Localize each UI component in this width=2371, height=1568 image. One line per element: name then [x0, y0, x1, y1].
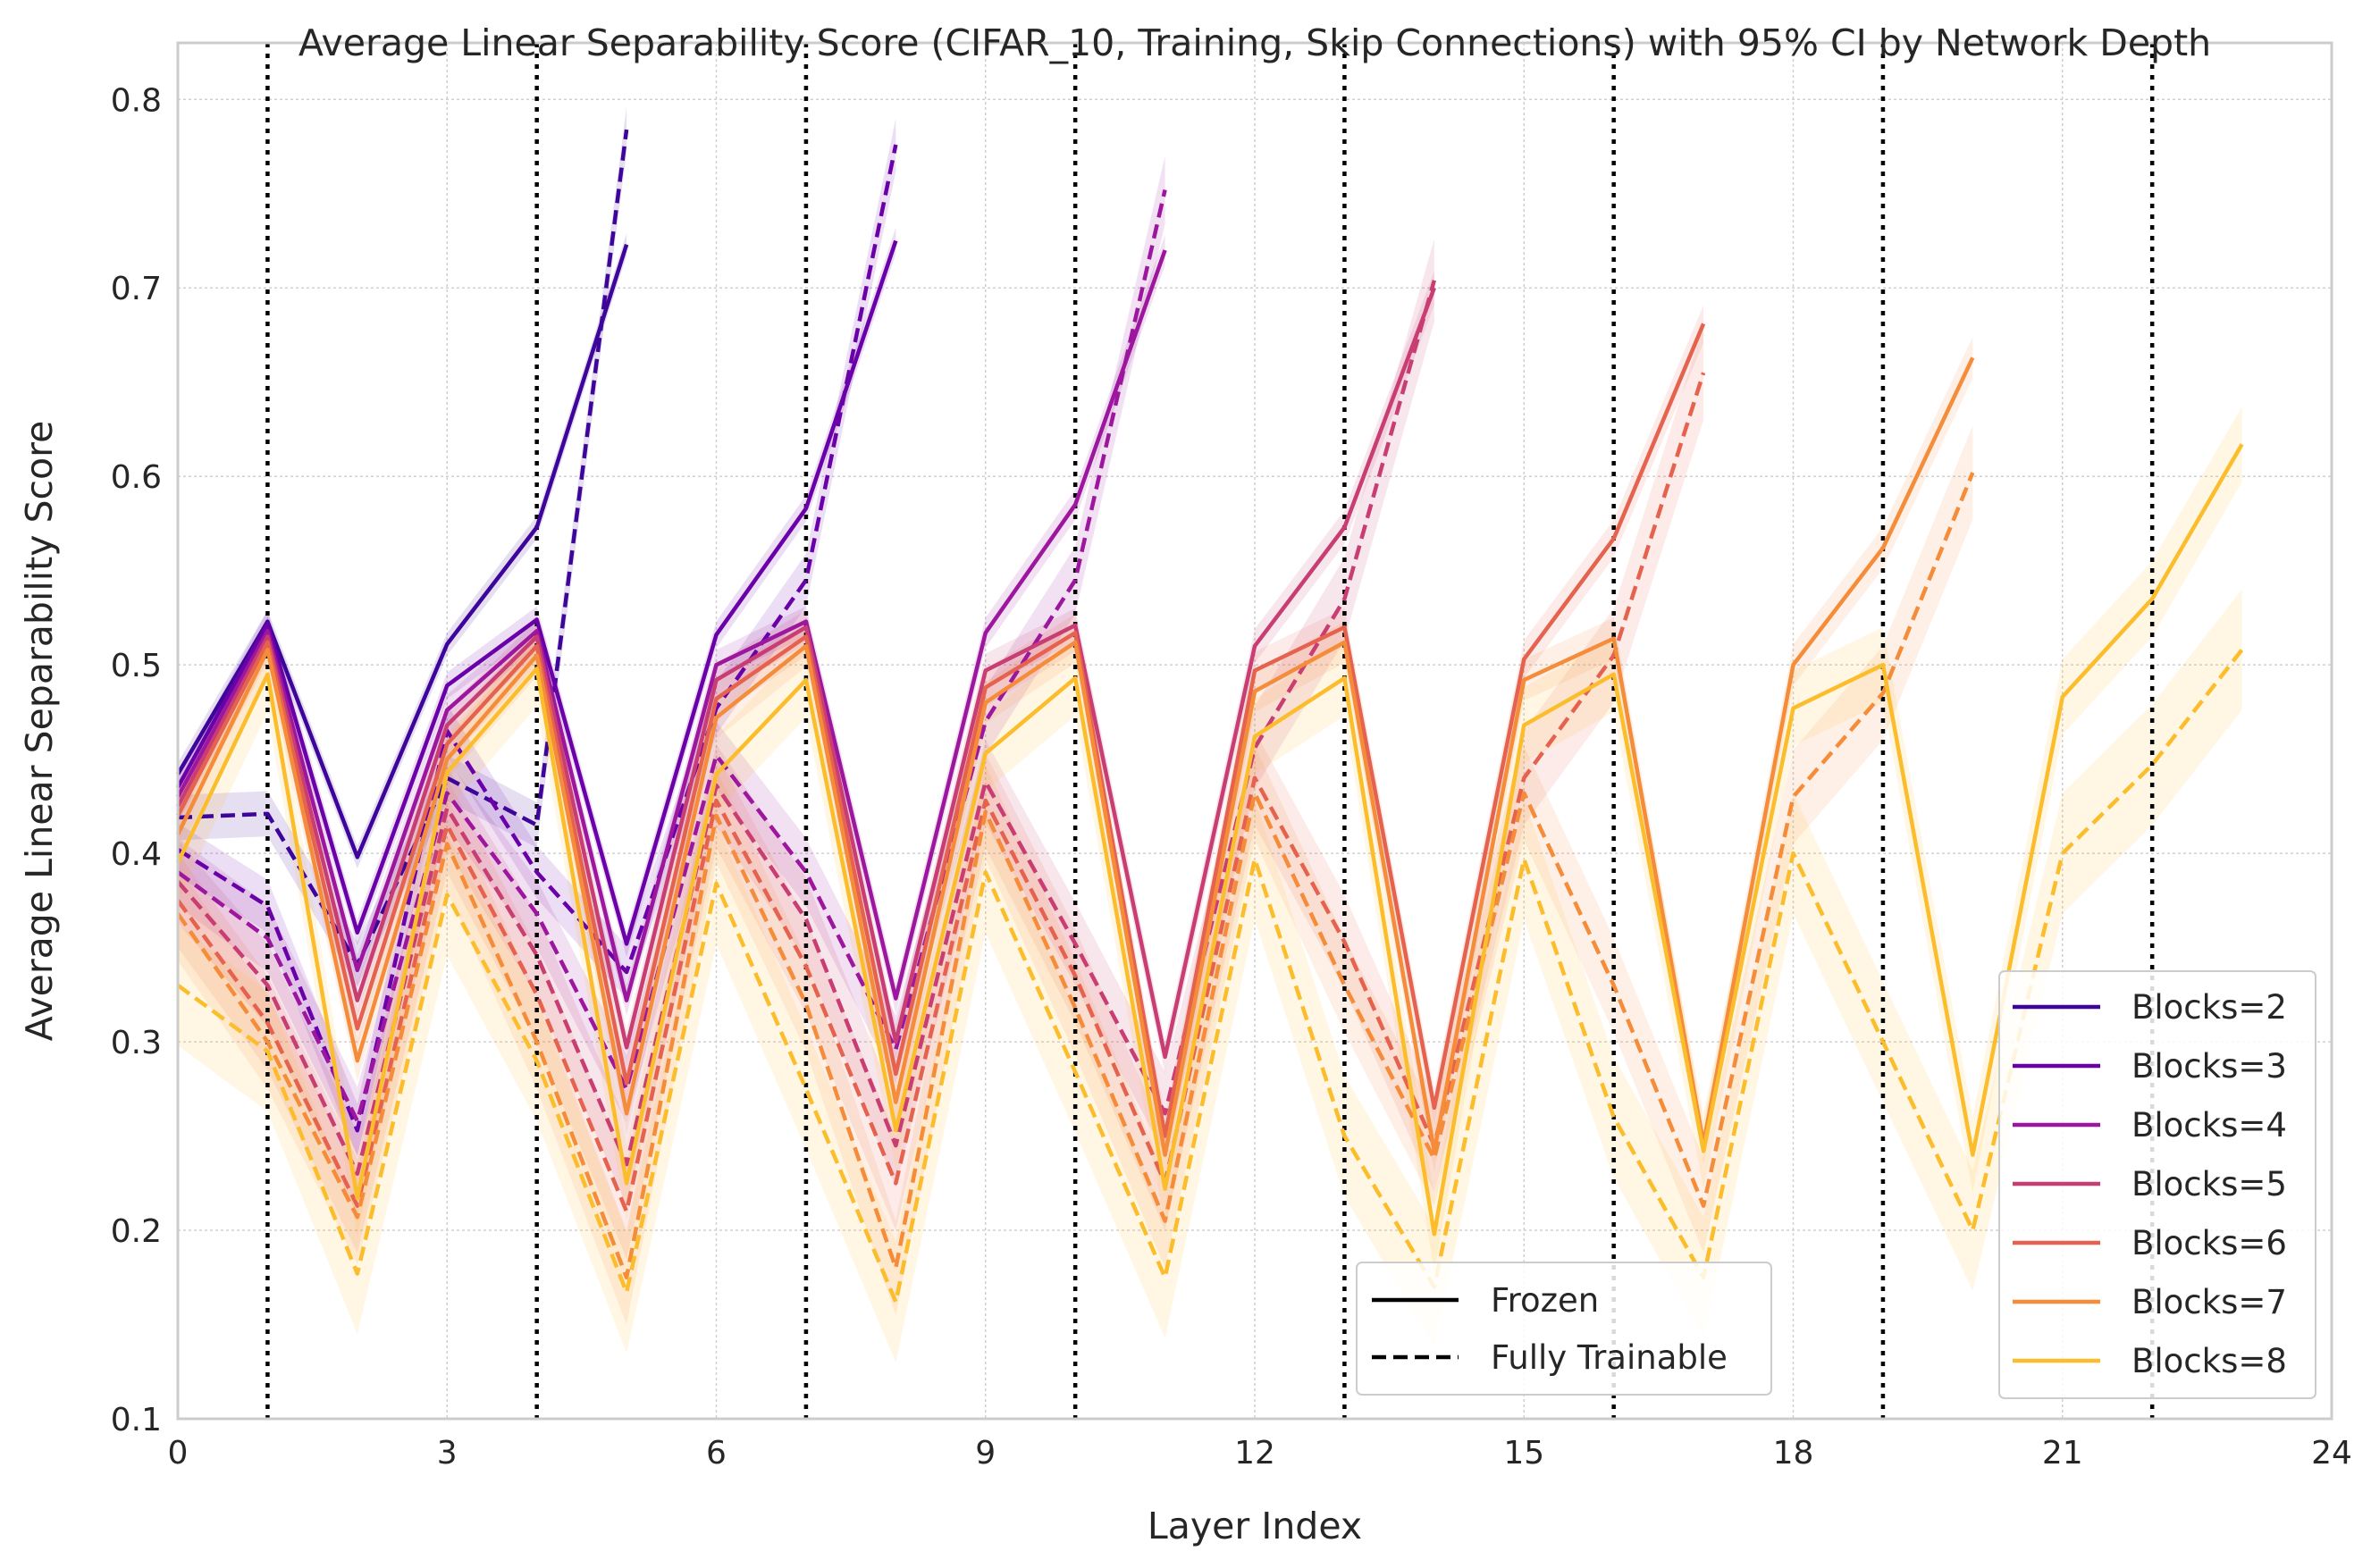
- style-legend-label: Frozen: [1491, 1281, 1599, 1320]
- y-tick-label: 0.3: [111, 1025, 162, 1061]
- ci-band: [178, 325, 1704, 1259]
- x-axis-ticks: 0 3 6 9 12 15 18 21 24: [168, 1435, 2352, 1472]
- frozen-line: [176, 323, 1706, 1138]
- x-tick-label: 6: [706, 1435, 727, 1472]
- y-axis-label: Average Linear Separability Score: [18, 421, 61, 1042]
- style-legend: Frozen Fully Trainable: [1356, 1262, 1772, 1396]
- trainable-line: [176, 280, 1436, 1177]
- x-axis-label: Layer Index: [1148, 1505, 1362, 1547]
- y-tick-label: 0.1: [111, 1402, 162, 1438]
- y-tick-label: 0.6: [111, 459, 162, 496]
- plot-frame: [176, 41, 2333, 1421]
- trainable-line: [176, 144, 898, 1133]
- frozen-line: [175, 443, 2244, 1237]
- y-tick-label: 0.5: [111, 648, 162, 684]
- x-tick-label: 15: [1503, 1435, 1544, 1472]
- x-tick-label: 24: [2311, 1435, 2352, 1472]
- y-tick-label: 0.7: [111, 271, 162, 307]
- frozen-line: [176, 239, 898, 946]
- series-lines: [175, 129, 2244, 1304]
- style-legend-frame: [1356, 1262, 1772, 1396]
- series-legend: Blocks=2 Blocks=3 Blocks=4 Blocks=5 Blocks=6…: [1998, 970, 2316, 1399]
- style-legend-label: Fully Trainable: [1491, 1338, 1728, 1377]
- x-tick-label: 0: [168, 1435, 189, 1472]
- series-legend-label: Blocks=2: [2131, 988, 2287, 1027]
- series-legend-frame: [1998, 970, 2316, 1399]
- x-tick-label: 9: [975, 1435, 996, 1472]
- y-axis-ticks: 0.1 0.2 0.3 0.4 0.5 0.6 0.7 0.8: [111, 82, 162, 1438]
- block-boundary-lines: [265, 43, 2155, 1419]
- series-legend-label: Blocks=3: [2131, 1047, 2287, 1086]
- trainable-line: [176, 372, 1706, 1214]
- x-tick-label: 21: [2042, 1435, 2083, 1472]
- x-tick-label: 3: [437, 1435, 458, 1472]
- series-legend-label: Blocks=7: [2131, 1283, 2287, 1321]
- chart-title: Average Linear Separability Score (CIFAR…: [298, 21, 2211, 64]
- series-legend-label: Blocks=4: [2131, 1106, 2287, 1145]
- ci-band: [178, 425, 1973, 1325]
- ci-band: [178, 407, 2242, 1272]
- ci-band: [178, 118, 896, 1157]
- x-tick-label: 12: [1234, 1435, 1275, 1472]
- frozen-line: [175, 356, 1975, 1157]
- frozen-line: [176, 249, 1167, 1002]
- frozen-line: [176, 287, 1436, 1060]
- series-legend-label: Blocks=6: [2131, 1224, 2287, 1262]
- y-tick-label: 0.4: [111, 836, 162, 873]
- y-tick-label: 0.8: [111, 82, 162, 119]
- trainable-line: [176, 189, 1167, 1123]
- series-legend-label: Blocks=5: [2131, 1165, 2287, 1203]
- ci-band: [178, 233, 627, 868]
- ci-band: [178, 227, 896, 958]
- y-tick-label: 0.2: [111, 1213, 162, 1250]
- series-legend-label: Blocks=8: [2131, 1342, 2287, 1380]
- x-tick-label: 18: [1773, 1435, 1814, 1472]
